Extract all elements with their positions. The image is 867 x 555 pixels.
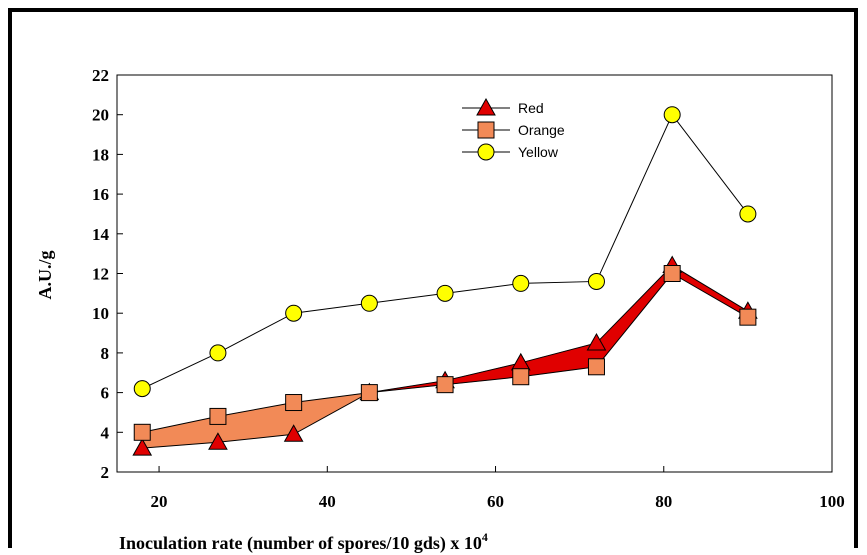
data-point-red	[283, 424, 304, 442]
y-tick-label: 16	[92, 185, 109, 204]
chart-frame	[8, 8, 858, 548]
data-point-yellow	[436, 284, 454, 302]
legend-label-orange: Orange	[518, 122, 565, 138]
data-point-orange	[285, 394, 303, 412]
data-point-orange	[133, 423, 151, 441]
data-point-orange	[436, 376, 454, 394]
y-tick-label: 2	[101, 463, 110, 482]
data-point-red	[586, 332, 607, 351]
data-point-orange	[209, 407, 227, 425]
data-point-yellow	[209, 344, 227, 362]
band-fill	[596, 264, 673, 368]
legend-marker-orange	[477, 121, 495, 139]
data-point-orange	[587, 358, 605, 376]
y-tick-label: 22	[92, 66, 109, 85]
x-tick-label: 60	[487, 492, 504, 511]
series-markers	[132, 106, 758, 456]
axes	[116, 74, 833, 473]
x-tick-label: 80	[655, 492, 672, 511]
x-axis-label-sup: 4	[482, 530, 488, 544]
series-line-yellow	[142, 113, 749, 390]
data-point-red	[132, 438, 153, 456]
x-axis-label-main: Inoculation rate (number of spores/10 gd…	[119, 533, 482, 554]
data-point-yellow	[739, 205, 757, 223]
y-tick-label: 20	[92, 106, 109, 125]
data-point-yellow	[360, 294, 378, 312]
data-point-orange	[739, 308, 757, 326]
data-point-yellow	[512, 274, 530, 292]
y-tick-label: 4	[101, 423, 110, 442]
band-fill	[671, 265, 749, 318]
data-point-yellow	[587, 272, 605, 290]
y-tick-label: 14	[92, 225, 110, 244]
data-point-yellow	[133, 380, 151, 398]
band-fill	[444, 362, 522, 385]
x-tick-label: 40	[319, 492, 336, 511]
tick-labels: 2 4 6 8 10 12 14 16 18 20 22 20 40 60 80 100	[92, 66, 845, 511]
y-tick-label: 10	[92, 304, 109, 323]
legend-marker-yellow	[477, 143, 495, 161]
x-tick-label: 20	[151, 492, 168, 511]
x-axis-label: Inoculation rate (number of spores/10 gd…	[119, 530, 488, 554]
legend-label-red: Red	[518, 100, 544, 116]
data-point-yellow	[663, 106, 681, 124]
legend-marker-red	[476, 97, 496, 116]
data-point-yellow	[285, 304, 303, 322]
y-tick-label: 18	[92, 145, 109, 164]
data-point-orange	[512, 368, 530, 386]
y-tick-label: 12	[92, 265, 109, 284]
x-tick-label: 100	[819, 492, 845, 511]
y-tick-label: 6	[101, 384, 110, 403]
data-point-red	[208, 432, 228, 450]
data-point-orange	[360, 384, 378, 402]
data-point-orange	[663, 265, 681, 282]
band-fills	[141, 264, 749, 449]
legend: Red Orange Yellow	[462, 97, 565, 161]
y-tick-label: 8	[101, 344, 110, 363]
series-lines	[142, 113, 749, 449]
legend-label-yellow: Yellow	[518, 144, 559, 160]
y-axis-label: A.U./g	[35, 251, 55, 300]
band-fill	[217, 402, 294, 443]
